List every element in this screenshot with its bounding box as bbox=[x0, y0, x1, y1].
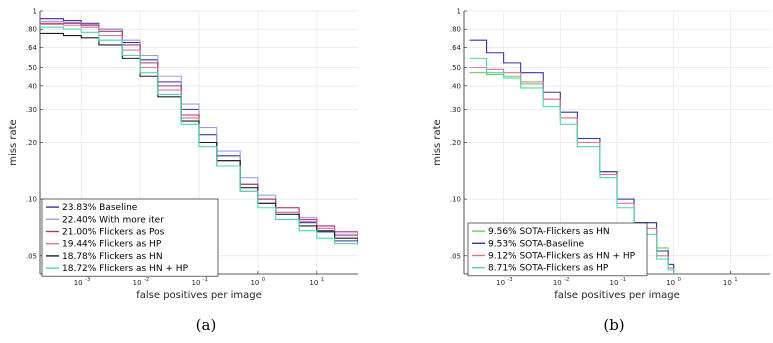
x-tick-label: 10 bbox=[496, 279, 505, 287]
y-tick-label: .30 bbox=[450, 106, 461, 114]
legend-entry: 18.72% Flickers as HN + HP bbox=[62, 264, 189, 274]
y-tick-label: .64 bbox=[450, 44, 462, 52]
legend-entry: 19.44% Flickers as HP bbox=[62, 240, 162, 250]
x-axis-label: false positives per image bbox=[136, 290, 262, 301]
y-tick-label: .20 bbox=[450, 139, 461, 147]
y-axis-label: miss rate bbox=[432, 119, 443, 165]
legend-entry: 18.78% Flickers as HN bbox=[62, 252, 163, 262]
series-group bbox=[469, 39, 675, 274]
legend-entry: 9.56% SOTA-Flickers as HN bbox=[488, 227, 610, 237]
y-tick-label: .05 bbox=[26, 252, 37, 260]
x-tick-exponent: -2 bbox=[144, 277, 149, 283]
legend-box bbox=[467, 222, 648, 277]
y-tick-label: .05 bbox=[450, 252, 461, 260]
y-tick-label: .50 bbox=[26, 64, 37, 72]
y-tick-label: 1 bbox=[33, 8, 37, 16]
x-tick-exponent: 1 bbox=[734, 277, 737, 283]
legend-entry: 9.53% SOTA-Baseline bbox=[488, 239, 585, 249]
x-tick-exponent: -2 bbox=[564, 277, 569, 283]
x-tick-exponent: -1 bbox=[203, 277, 208, 283]
x-tick-exponent: -3 bbox=[508, 277, 513, 283]
series-line bbox=[469, 57, 675, 274]
y-tick-label: .80 bbox=[450, 26, 461, 34]
x-tick-label: 10 bbox=[74, 279, 83, 287]
x-tick-label: 10 bbox=[723, 279, 732, 287]
y-tick-label: 1 bbox=[457, 8, 461, 16]
y-tick-label: .50 bbox=[450, 64, 461, 72]
legend-entry: 8.71% SOTA-Flickers as HP bbox=[488, 264, 609, 274]
x-tick-exponent: 0 bbox=[262, 277, 265, 283]
x-tick-label: 10 bbox=[553, 279, 562, 287]
y-tick-label: .40 bbox=[26, 82, 37, 90]
legend-entry: 23.83% Baseline bbox=[62, 203, 138, 213]
x-tick-label: 10 bbox=[192, 279, 201, 287]
x-tick-exponent: 1 bbox=[321, 277, 324, 283]
x-tick-exponent: -1 bbox=[621, 277, 626, 283]
y-tick-label: .80 bbox=[26, 26, 37, 34]
panel-caption: (b) bbox=[603, 316, 624, 334]
legend-box bbox=[41, 198, 219, 277]
x-tick-label: 10 bbox=[309, 279, 318, 287]
x-tick-label: 10 bbox=[133, 279, 142, 287]
y-tick-label: .20 bbox=[26, 139, 37, 147]
x-tick-exponent: -3 bbox=[85, 277, 90, 283]
y-tick-label: .40 bbox=[450, 82, 461, 90]
legend-entry: 21.00% Flickers as Pos bbox=[62, 228, 165, 238]
legend-entry: 22.40% With more iter bbox=[62, 215, 164, 225]
y-axis-label: miss rate bbox=[8, 119, 19, 165]
y-tick-label: .64 bbox=[26, 44, 38, 52]
y-tick-label: .10 bbox=[450, 196, 461, 204]
y-tick-label: .10 bbox=[26, 196, 37, 204]
x-tick-exponent: 0 bbox=[678, 277, 681, 283]
x-tick-label: 10 bbox=[666, 279, 675, 287]
x-axis-label: false positives per image bbox=[554, 290, 680, 301]
panel-caption: (a) bbox=[196, 316, 217, 334]
y-tick-label: .30 bbox=[26, 106, 37, 114]
series-group bbox=[40, 18, 358, 246]
x-tick-label: 10 bbox=[250, 279, 259, 287]
series-line bbox=[40, 26, 358, 246]
legend-entry: 9.12% SOTA-Flickers as HN + HP bbox=[488, 252, 636, 262]
x-tick-label: 10 bbox=[610, 279, 619, 287]
